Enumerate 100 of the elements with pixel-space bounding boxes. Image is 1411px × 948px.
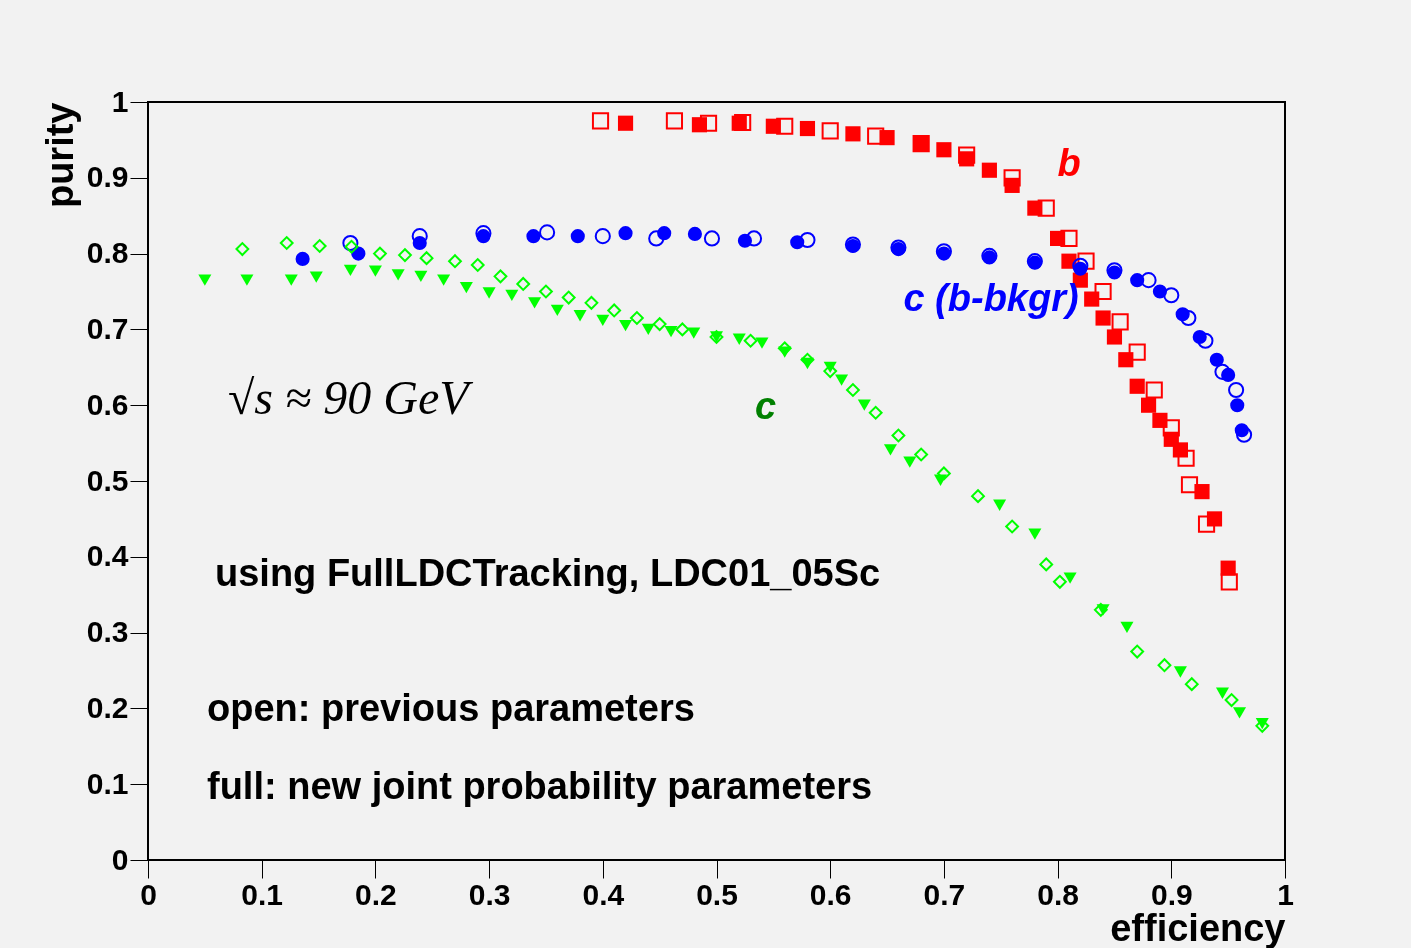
point [914,447,929,462]
point [971,489,985,504]
point [368,265,382,277]
point [1140,397,1157,413]
point [799,231,816,249]
point [665,112,684,130]
point [737,233,752,248]
x-tick-label: 0.5 [696,877,738,911]
y-tick-label: 0.8 [86,236,129,270]
y-tick-label: 0.9 [86,160,129,194]
point [448,254,462,269]
point [755,337,769,349]
point [1052,574,1067,589]
point [1162,419,1180,437]
series-label: c (b-bkgr) [903,277,1079,320]
point [570,229,585,244]
point [1140,272,1157,289]
point [868,405,883,420]
point [1060,229,1078,248]
point [745,230,763,247]
y-axis-title: purity [38,102,81,209]
point [1206,511,1223,527]
point [1084,291,1100,307]
point [1130,644,1145,659]
point [1192,329,1207,345]
point [459,282,473,294]
point [1234,423,1249,438]
y-tick-label: 0.1 [86,766,129,800]
point [1106,329,1123,345]
y-tick-label: 0.5 [86,463,129,497]
point [891,428,906,443]
point [1130,273,1145,288]
point [675,322,690,337]
point [993,499,1007,511]
point [664,326,678,338]
point [476,229,491,244]
point [528,297,542,309]
point [398,248,412,263]
point [1003,169,1021,187]
annotation: full: new joint probability parameters [207,765,873,807]
point [933,474,948,486]
point [1063,572,1077,584]
point [1194,484,1210,500]
point [1221,367,1236,382]
point [1050,230,1066,247]
point [1118,352,1134,368]
point [550,304,564,317]
annotation: √s ≈ 90 GeV [228,371,474,424]
y-tick-label: 0.2 [86,690,129,724]
point [1236,426,1253,443]
point [1173,666,1187,678]
point [1145,381,1163,399]
point [1209,352,1224,367]
point [1177,449,1195,467]
x-tick-label: 0.1 [241,877,284,911]
point [343,264,357,276]
point [958,146,976,164]
annotation: open: previous parameters [207,687,695,729]
point [618,226,633,241]
point [342,234,359,252]
point [412,235,427,251]
point [1180,309,1197,327]
point [1120,621,1134,633]
point [776,117,794,135]
point [1233,707,1247,719]
point [691,117,708,133]
point [1152,284,1167,299]
point [845,126,861,142]
y-tick-label: 0 [111,842,129,876]
point [539,224,556,241]
point [1220,560,1236,576]
point [1004,177,1020,193]
series-label: c [754,385,777,428]
point [1184,677,1199,692]
point [594,228,611,245]
point [732,333,746,345]
point [1073,261,1088,276]
point [539,284,553,299]
point [1228,381,1245,399]
point [526,229,541,244]
point [295,251,310,266]
point [652,317,667,332]
point [765,118,781,134]
point [584,295,599,310]
point [373,246,387,261]
point [699,114,718,132]
point [419,251,434,266]
point [1129,378,1145,394]
point [883,444,897,456]
point [591,112,610,130]
x-tick-label: 0.3 [468,877,511,911]
point [959,151,975,167]
point [641,323,655,336]
point [1163,287,1180,304]
y-tick-label: 0.3 [86,615,129,649]
point [505,289,519,301]
point [778,346,792,358]
y-tick-label: 0.4 [86,539,129,573]
point [1230,398,1245,413]
point [629,311,644,325]
